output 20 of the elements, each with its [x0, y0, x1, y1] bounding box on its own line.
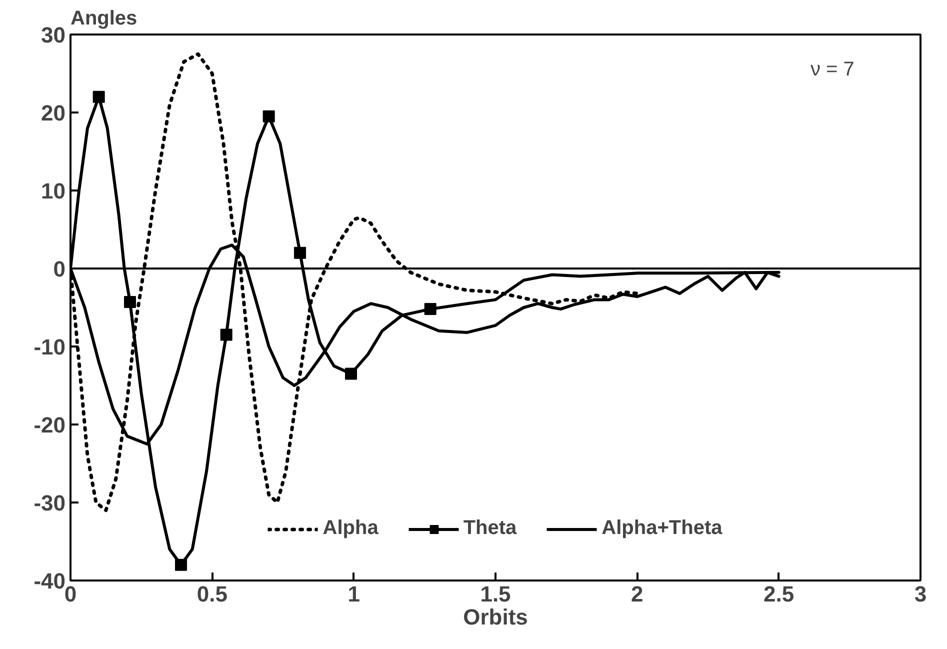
- y-axis-title: Angles: [70, 8, 138, 30]
- y-tick-label: 10: [41, 178, 66, 204]
- y-tick-label: 0: [53, 256, 66, 282]
- x-tick-label: 1.5: [480, 582, 511, 606]
- x-tick-label: 3: [914, 582, 927, 606]
- legend-label: Theta: [463, 517, 517, 540]
- x-tick-label: 0.5: [196, 582, 228, 606]
- x-tick-label: 2: [631, 582, 644, 606]
- y-tick-label: 30: [41, 22, 66, 48]
- legend-label: Alpha+Theta: [602, 517, 722, 540]
- annotation: ν = 7: [810, 58, 854, 80]
- x-axis-title: Orbits: [463, 604, 528, 630]
- y-tick-label: -20: [34, 412, 66, 438]
- y-tick-label: 20: [41, 100, 66, 126]
- x-tick-label: 2.5: [764, 582, 794, 606]
- y-tick-label: -30: [34, 490, 66, 516]
- x-tick-label: 1: [348, 582, 360, 606]
- legend-label: Alpha: [322, 517, 378, 540]
- y-tick-label: -40: [34, 568, 66, 594]
- y-tick-label: -10: [34, 334, 66, 360]
